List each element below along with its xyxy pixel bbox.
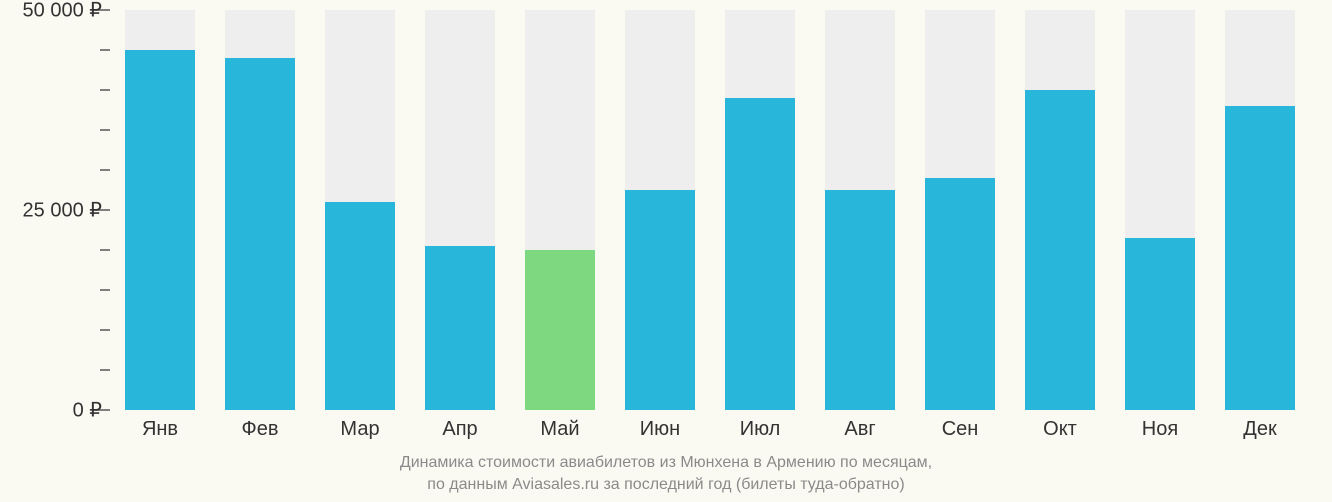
chart-caption: Динамика стоимости авиабилетов из Мюнхен… bbox=[0, 452, 1332, 497]
y-tick-minor bbox=[100, 369, 110, 371]
y-tick-minor bbox=[100, 129, 110, 131]
bar-column bbox=[325, 10, 395, 410]
bar-value bbox=[525, 250, 595, 410]
y-tick-minor bbox=[100, 89, 110, 91]
caption-line-1: Динамика стоимости авиабилетов из Мюнхен… bbox=[400, 454, 932, 471]
bar-column bbox=[1225, 10, 1295, 410]
y-tick-minor bbox=[100, 169, 110, 171]
y-tick-minor bbox=[100, 289, 110, 291]
y-axis-label: 0 ₽ bbox=[73, 398, 102, 423]
bar-value bbox=[825, 190, 895, 410]
x-axis-label: Сен bbox=[942, 418, 979, 441]
y-tick-minor bbox=[100, 329, 110, 331]
bar-value bbox=[1225, 106, 1295, 410]
bar-column bbox=[925, 10, 995, 410]
bar-column bbox=[1125, 10, 1195, 410]
bar-value bbox=[425, 246, 495, 410]
caption-line-2: по данным Aviasales.ru за последний год … bbox=[427, 476, 904, 493]
bar-value bbox=[225, 58, 295, 410]
x-axis-label: Фев bbox=[242, 418, 279, 441]
plot-area bbox=[110, 10, 1310, 410]
bar-column bbox=[125, 10, 195, 410]
bar-column bbox=[525, 10, 595, 410]
bar-value bbox=[1125, 238, 1195, 410]
x-axis-label: Янв bbox=[142, 418, 178, 441]
bar-column bbox=[425, 10, 495, 410]
bar-value bbox=[125, 50, 195, 410]
x-axis-label: Апр bbox=[442, 418, 477, 441]
bar-column bbox=[625, 10, 695, 410]
x-axis-label: Мар bbox=[340, 418, 379, 441]
price-by-month-chart: 0 ₽ 25 000 ₽ 50 000 ₽ Янв Фев Мар Апр Май Июн Ию… bbox=[0, 0, 1332, 502]
x-axis-label: Июн bbox=[640, 418, 680, 441]
x-axis-label: Авг bbox=[844, 418, 875, 441]
x-axis-label: Июл bbox=[740, 418, 781, 441]
x-axis-label: Май bbox=[540, 418, 579, 441]
y-tick-minor bbox=[100, 49, 110, 51]
x-axis-label: Окт bbox=[1043, 418, 1077, 441]
bar-value bbox=[625, 190, 695, 410]
bar-value bbox=[1025, 90, 1095, 410]
y-tick-minor bbox=[100, 249, 110, 251]
y-axis-label: 25 000 ₽ bbox=[23, 198, 102, 223]
x-axis-label: Ноя bbox=[1142, 418, 1178, 441]
bar-column bbox=[1025, 10, 1095, 410]
y-axis-label: 50 000 ₽ bbox=[23, 0, 102, 23]
bar-value bbox=[925, 178, 995, 410]
x-axis-label: Дек bbox=[1243, 418, 1276, 441]
bar-column bbox=[225, 10, 295, 410]
bar-value bbox=[725, 98, 795, 410]
bar-value bbox=[325, 202, 395, 410]
bar-column bbox=[825, 10, 895, 410]
bar-column bbox=[725, 10, 795, 410]
